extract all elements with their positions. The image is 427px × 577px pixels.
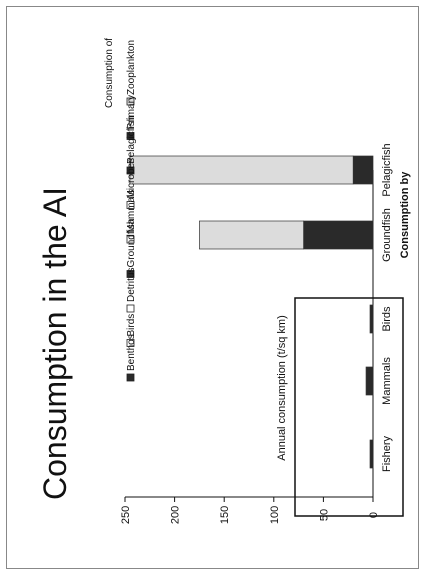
bars [129,155,374,469]
value-tick-label: 200 [170,506,182,524]
legend-label-primary: Primary [126,95,137,129]
highlight-box [294,297,404,517]
x-axis-title: Consumption by [399,171,411,259]
legend-swatch-detritus [126,304,135,313]
bar-groundfish-zooplankton [199,220,304,250]
legend-label-detritus: Detritus [126,268,137,302]
category-label-birds: Birds [381,306,393,332]
legend-swatch-groundfish [126,270,135,278]
category-label-fishery: Fishery [381,435,393,472]
category-label-pelagicfish: Pelagicfish [381,143,393,196]
bar-fishery-pelagicfish [369,439,374,469]
legend-label-zooplankton: Zooplankton [126,40,137,95]
chart-title: Consumption in the AI [37,187,73,500]
category-label-mammals: Mammals [381,357,393,405]
value-tick-label: 250 [120,506,132,524]
bar-birds-pelagicfish [369,304,374,334]
value-tick-label: 150 [219,506,231,524]
legend-swatch-microbes [126,201,135,209]
bar-pelagicfish-pelagicfish [352,155,374,185]
value-ticks: 0 50 100 150 200 250 [120,497,380,524]
legend-swatch-pelagicfish [126,166,135,175]
legend-swatch-birds [126,339,135,347]
legend-swatch-primary [126,132,135,140]
category-label-groundfish: Groundfish [381,208,393,262]
bar-mammals-pelagicfish [365,366,374,396]
y-axis-title: Annual consumption (t/sq km) [276,315,288,461]
legend-label-groundfish: Groundfish [126,219,137,268]
legend-label-benthos: Benthos [126,334,137,371]
legend: ZooplanktonPrimaryPelagicfishMicrobesMam… [126,40,137,382]
category-labels: Fishery Mammals Birds Groundfish Pelagicfish [381,143,393,472]
legend-label-mammals: Mammals [126,190,137,233]
value-tick-label: 100 [269,506,281,524]
bar-groundfish-pelagicfish [303,220,374,250]
legend-title: Consumption of [104,38,115,108]
legend-label-pelagicfish: Pelagicfish [126,116,137,164]
value-tick-label: 50 [318,509,330,521]
legend-swatch-mammals [126,235,135,244]
legend-label-microbes: Microbes [126,158,137,199]
legend-swatch-benthos [126,373,135,382]
value-tick-label: 0 [368,512,380,518]
slide-frame [6,6,419,569]
legend-label-birds: Birds [126,314,137,337]
bar-pelagicfish-zooplankton [129,155,354,185]
legend-swatch-zooplankton [126,97,135,106]
